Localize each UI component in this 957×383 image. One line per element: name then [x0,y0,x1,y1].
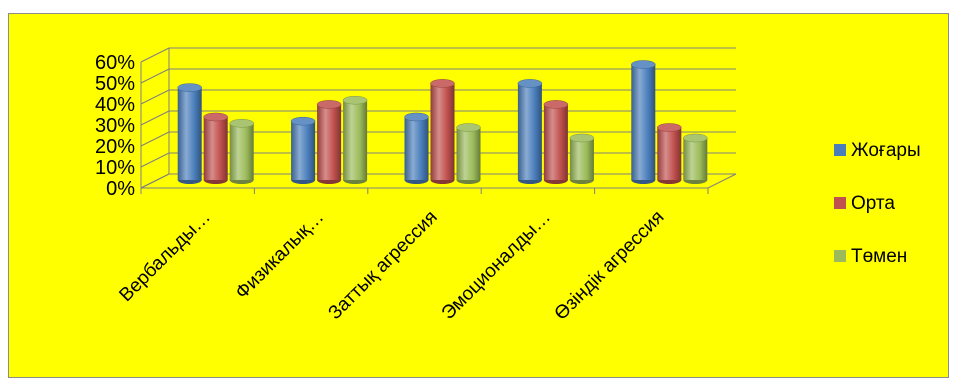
x-tick-label: Заттық агрессия [324,207,441,324]
bar [457,124,481,185]
legend-swatch [834,250,846,262]
x-tick-label: Физикалық… [232,207,329,304]
bar [518,79,542,184]
legend-label: Орта [851,193,895,214]
y-tick-label: 0% [106,178,135,200]
bar [230,119,254,184]
bar [291,117,315,184]
bar [570,134,594,184]
y-tick-label: 40% [95,94,135,116]
y-tick-label: 30% [95,115,135,137]
y-tick-label: 20% [95,136,135,158]
bar-chart: 0%10%20%30%40%50%60% Вербальды… Физикалық…… [9,14,950,379]
legend-swatch [834,197,846,209]
bar [343,96,367,184]
legend: Жоғары Орта Төмен [834,140,921,267]
x-tick-label: Өзіндік агрессия [551,207,669,325]
legend-swatch [834,144,846,156]
legend-label: Төмен [851,246,907,267]
legend-label: Жоғары [851,140,921,161]
x-tick-label: Вербальды… [115,207,214,306]
bar [631,61,655,185]
bar [178,84,202,184]
x-tick-label: Эмоционалды… [438,207,555,324]
bar [317,100,341,184]
bar [204,113,228,184]
chart-area: 0% 10% 20% 30% 40% 50% 60% Вербальды… Физикалық…… [8,13,949,378]
bar [431,79,455,184]
y-tick-label: 50% [95,73,135,95]
bar [683,134,707,184]
bar [657,124,681,185]
y-tick-label: 60% [95,52,135,74]
bar [544,100,568,184]
bar [405,113,429,184]
y-tick-label: 10% [95,157,135,179]
